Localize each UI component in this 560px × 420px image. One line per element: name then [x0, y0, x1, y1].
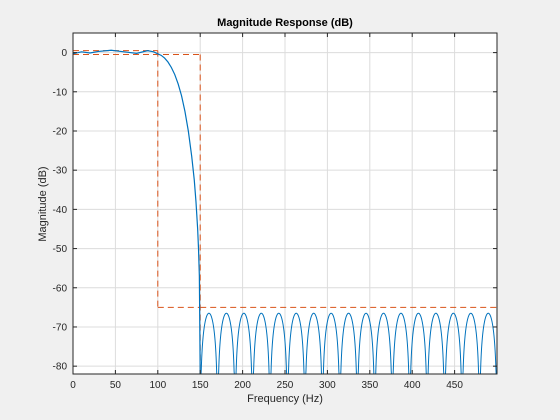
- x-tick-label: 0: [70, 380, 76, 391]
- x-axis-label: Frequency (Hz): [247, 393, 323, 405]
- y-tick-label: -20: [53, 126, 68, 137]
- x-tick-label: 150: [192, 380, 209, 391]
- x-tick-label: 350: [361, 380, 378, 391]
- y-tick-label: -10: [53, 87, 68, 98]
- chart-title: Magnitude Response (dB): [217, 17, 353, 29]
- y-tick-label: -80: [53, 362, 68, 373]
- x-tick-label: 50: [110, 380, 122, 391]
- y-tick-label: -60: [53, 283, 68, 294]
- y-tick-label: -70: [53, 322, 68, 333]
- plot-area: 0 50 100 150 200 250 300 350 400 450 0 -10 -20 -30 -40…: [53, 32, 498, 391]
- stopband-ripple-line: [200, 312, 497, 375]
- y-tick-label: -40: [53, 205, 68, 216]
- y-tick-label: -30: [53, 166, 68, 177]
- x-tick-label: 250: [277, 380, 294, 391]
- magnitude-response-line: [72, 49, 201, 375]
- x-tick-label: 200: [234, 380, 251, 391]
- y-axis-label: Magnitude (dB): [37, 166, 49, 241]
- x-tick-label: 450: [446, 380, 463, 391]
- y-tick-label: 0: [61, 48, 67, 59]
- y-tick-label: -50: [53, 244, 68, 255]
- x-tick-label: 300: [319, 380, 336, 391]
- x-tick-label: 400: [404, 380, 421, 391]
- x-tick-label: 100: [149, 380, 166, 391]
